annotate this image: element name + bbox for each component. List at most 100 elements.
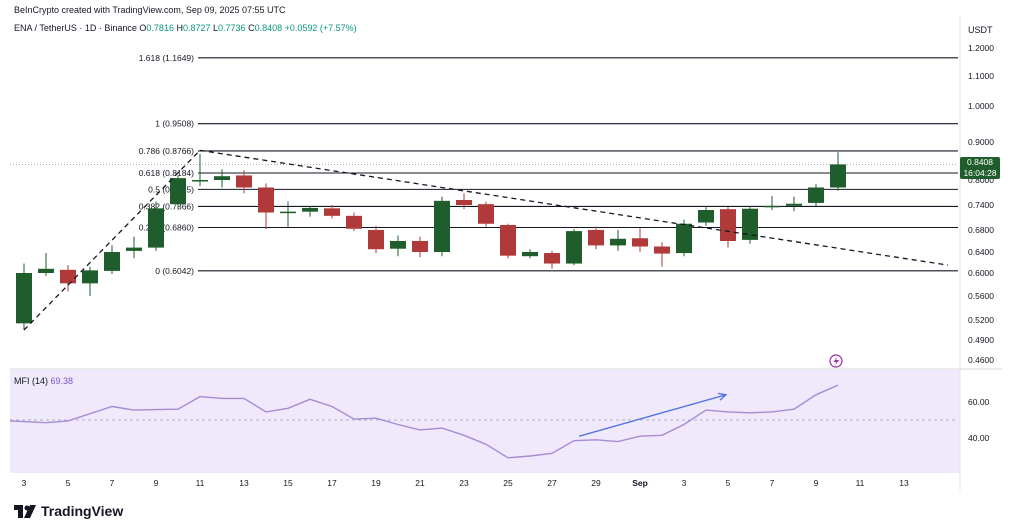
candle[interactable] (742, 205, 758, 244)
candle-body (236, 175, 252, 188)
time-tick-label: Sep (632, 478, 648, 488)
candle-body (764, 205, 780, 208)
dashed-trendline (199, 149, 949, 266)
mfi-pane-background (10, 370, 960, 473)
tradingview-logo-text: TradingView (41, 503, 124, 519)
candle[interactable] (632, 228, 648, 252)
candle[interactable] (302, 205, 318, 217)
candle[interactable] (324, 205, 340, 219)
price-tick-label: 0.8000 (968, 175, 994, 185)
candle[interactable] (38, 253, 54, 276)
candle[interactable] (830, 152, 846, 191)
candle-body (192, 180, 208, 182)
time-tick-label: 19 (371, 478, 381, 488)
candle[interactable] (280, 201, 296, 227)
time-tick-label: 7 (110, 478, 115, 488)
candle[interactable] (698, 207, 714, 226)
time-tick-label: 21 (415, 478, 425, 488)
candle[interactable] (16, 263, 32, 330)
price-tick-label: 0.4900 (968, 335, 994, 345)
price-tick-label: 0.6800 (968, 225, 994, 235)
candle-body (368, 230, 384, 250)
time-tick-label: 3 (682, 478, 687, 488)
candle[interactable] (214, 169, 230, 188)
mfi-indicator: 60.00 40.00 (9, 384, 990, 459)
candle[interactable] (192, 154, 208, 187)
mfi-value: 69.38 (50, 376, 74, 386)
candle[interactable] (412, 236, 428, 258)
candle[interactable] (236, 170, 252, 194)
candle-body (126, 247, 142, 251)
candle[interactable] (170, 175, 186, 210)
candle-body (324, 208, 340, 216)
candle[interactable] (368, 225, 384, 254)
ohlc-open: O0.7816 (139, 23, 174, 33)
candle[interactable] (654, 242, 670, 267)
currency-label: USDT (968, 25, 993, 35)
price-tick-label: 0.6400 (968, 247, 994, 257)
mfi-line (9, 384, 839, 459)
candle[interactable] (456, 193, 472, 210)
candle-body (302, 207, 318, 212)
candle[interactable] (148, 201, 164, 251)
fib-level-label: 1 (0.9508) (155, 119, 194, 129)
time-tick-label: 3 (22, 478, 27, 488)
time-axis: 3 5 7 9 11 13 15 17 19 21 23 25 27 29 Sep 3 5 7 9 11 13 (22, 478, 909, 488)
candle[interactable] (720, 207, 736, 248)
candle[interactable] (434, 196, 450, 257)
price-tick-label: 0.5600 (968, 291, 994, 301)
candle-body (280, 211, 296, 214)
price-tick-label: 0.6000 (968, 268, 994, 278)
candle[interactable] (786, 196, 802, 212)
candle[interactable] (566, 229, 582, 266)
time-tick-label: 29 (591, 478, 601, 488)
credit-text: BeInCrypto created with TradingView.com,… (14, 5, 286, 15)
candle[interactable] (104, 245, 120, 275)
candle[interactable] (258, 183, 274, 230)
candle-body (258, 187, 274, 213)
price-axis: 1.2000 1.1000 1.0000 0.9000 0.8000 0.7400 0.68… (968, 43, 994, 365)
candle[interactable] (808, 184, 824, 206)
candle[interactable] (522, 249, 538, 259)
symbol-row: ENA / TetherUS · 1D · Binance O0.7816 H0… (14, 23, 357, 33)
candle[interactable] (346, 212, 362, 232)
candle-body (742, 208, 758, 240)
last-price-badge: 0.8408 16:04:28 (960, 157, 1000, 179)
dashed-trendline (23, 149, 201, 331)
lightning-icon[interactable] (829, 354, 843, 368)
fib-level-label: 0.382 (0.7366) (139, 201, 194, 211)
time-tick-label: 9 (154, 478, 159, 488)
candle[interactable] (544, 250, 560, 269)
candle[interactable] (82, 266, 98, 296)
tradingview-logo: TradingView (14, 503, 123, 519)
candle-body (16, 273, 32, 324)
candle[interactable] (764, 195, 780, 210)
candle[interactable] (676, 219, 692, 257)
candle[interactable] (478, 201, 494, 227)
price-tick-label: 0.5200 (968, 315, 994, 325)
mfi-tick-label: 60.00 (968, 397, 990, 407)
time-tick-label: 13 (899, 478, 909, 488)
candle[interactable] (60, 265, 76, 292)
mfi-trend-arrow (578, 394, 727, 437)
candle[interactable] (588, 226, 604, 250)
time-tick-label: 17 (327, 478, 337, 488)
time-tick-label: 11 (196, 478, 205, 488)
candle[interactable] (610, 230, 626, 251)
fib-level-label: 1.618 (1.1649) (139, 53, 194, 63)
candle-body (456, 200, 472, 205)
fib-level-label: 0.236 (0.6860) (139, 223, 194, 233)
candle[interactable] (500, 223, 516, 259)
candle-body (38, 268, 54, 273)
tradingview-logo-icon (14, 504, 36, 518)
price-tick-label: 0.4600 (968, 355, 994, 365)
candle-body (104, 252, 120, 271)
candle[interactable] (126, 236, 142, 259)
candle-body (522, 252, 538, 257)
mfi-legend: MFI (14) 69.38 (14, 376, 73, 386)
candle-body (588, 230, 604, 246)
time-tick-label: 13 (239, 478, 249, 488)
candle[interactable] (390, 235, 406, 257)
